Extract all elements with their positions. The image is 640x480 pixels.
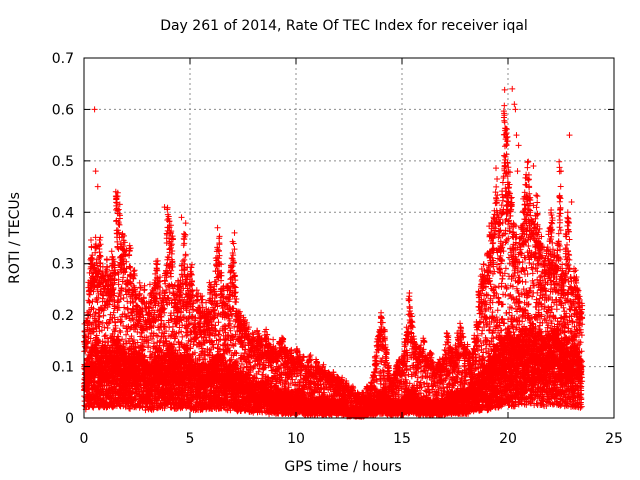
data-point: [123, 331, 130, 338]
data-point: [98, 327, 105, 334]
data-point: [87, 335, 94, 342]
data-point: [96, 323, 103, 330]
data-point: [88, 355, 95, 362]
data-point: [91, 278, 98, 285]
data-point: [92, 310, 99, 317]
data-point: [166, 324, 173, 331]
data-point: [86, 326, 93, 333]
data-point: [92, 244, 99, 251]
data-point: [106, 395, 113, 402]
data-point: [93, 243, 100, 250]
data-point: [97, 241, 104, 248]
data-point: [94, 299, 101, 306]
data-point: [101, 324, 108, 331]
data-point: [130, 268, 137, 275]
data-point: [182, 252, 189, 259]
data-point: [99, 306, 106, 313]
data-point: [89, 298, 96, 305]
data-point: [87, 256, 94, 263]
data-point: [136, 279, 143, 286]
data-point: [100, 312, 107, 319]
data-point: [89, 328, 96, 335]
data-point: [104, 264, 111, 271]
data-point: [199, 292, 206, 299]
data-point: [99, 292, 106, 299]
data-point: [96, 246, 103, 253]
data-point: [96, 237, 103, 244]
data-point: [92, 249, 99, 256]
data-point: [97, 259, 104, 266]
data-point: [124, 298, 131, 305]
data-point: [86, 291, 93, 298]
chart-title: Day 261 of 2014, Rate Of TEC Index for r…: [160, 18, 528, 34]
data-point: [116, 221, 123, 228]
data-point: [96, 254, 103, 261]
data-point: [97, 234, 104, 241]
data-point: [85, 297, 92, 304]
data-point: [104, 374, 111, 381]
data-point: [102, 332, 109, 339]
data-point: [95, 318, 102, 325]
data-point: [126, 251, 133, 258]
scatter-points: [81, 86, 586, 420]
data-point: [120, 294, 127, 301]
data-point: [94, 337, 101, 344]
data-point: [102, 342, 109, 349]
data-point: [87, 284, 94, 291]
data-point: [187, 345, 194, 352]
data-point: [167, 273, 174, 280]
data-point: [182, 220, 189, 227]
data-point: [96, 313, 103, 320]
data-point: [179, 333, 186, 340]
data-point: [104, 324, 111, 331]
data-point: [88, 236, 95, 243]
data-point: [198, 296, 205, 303]
data-point: [103, 256, 110, 263]
data-point: [154, 257, 161, 264]
data-point: [97, 253, 104, 260]
data-point: [215, 319, 222, 326]
data-point: [100, 307, 107, 314]
data-point: [92, 324, 99, 331]
data-point: [90, 305, 97, 312]
data-point: [120, 322, 127, 329]
data-point: [95, 294, 102, 301]
data-point: [124, 305, 131, 312]
data-point: [108, 248, 115, 255]
data-point: [90, 288, 97, 295]
